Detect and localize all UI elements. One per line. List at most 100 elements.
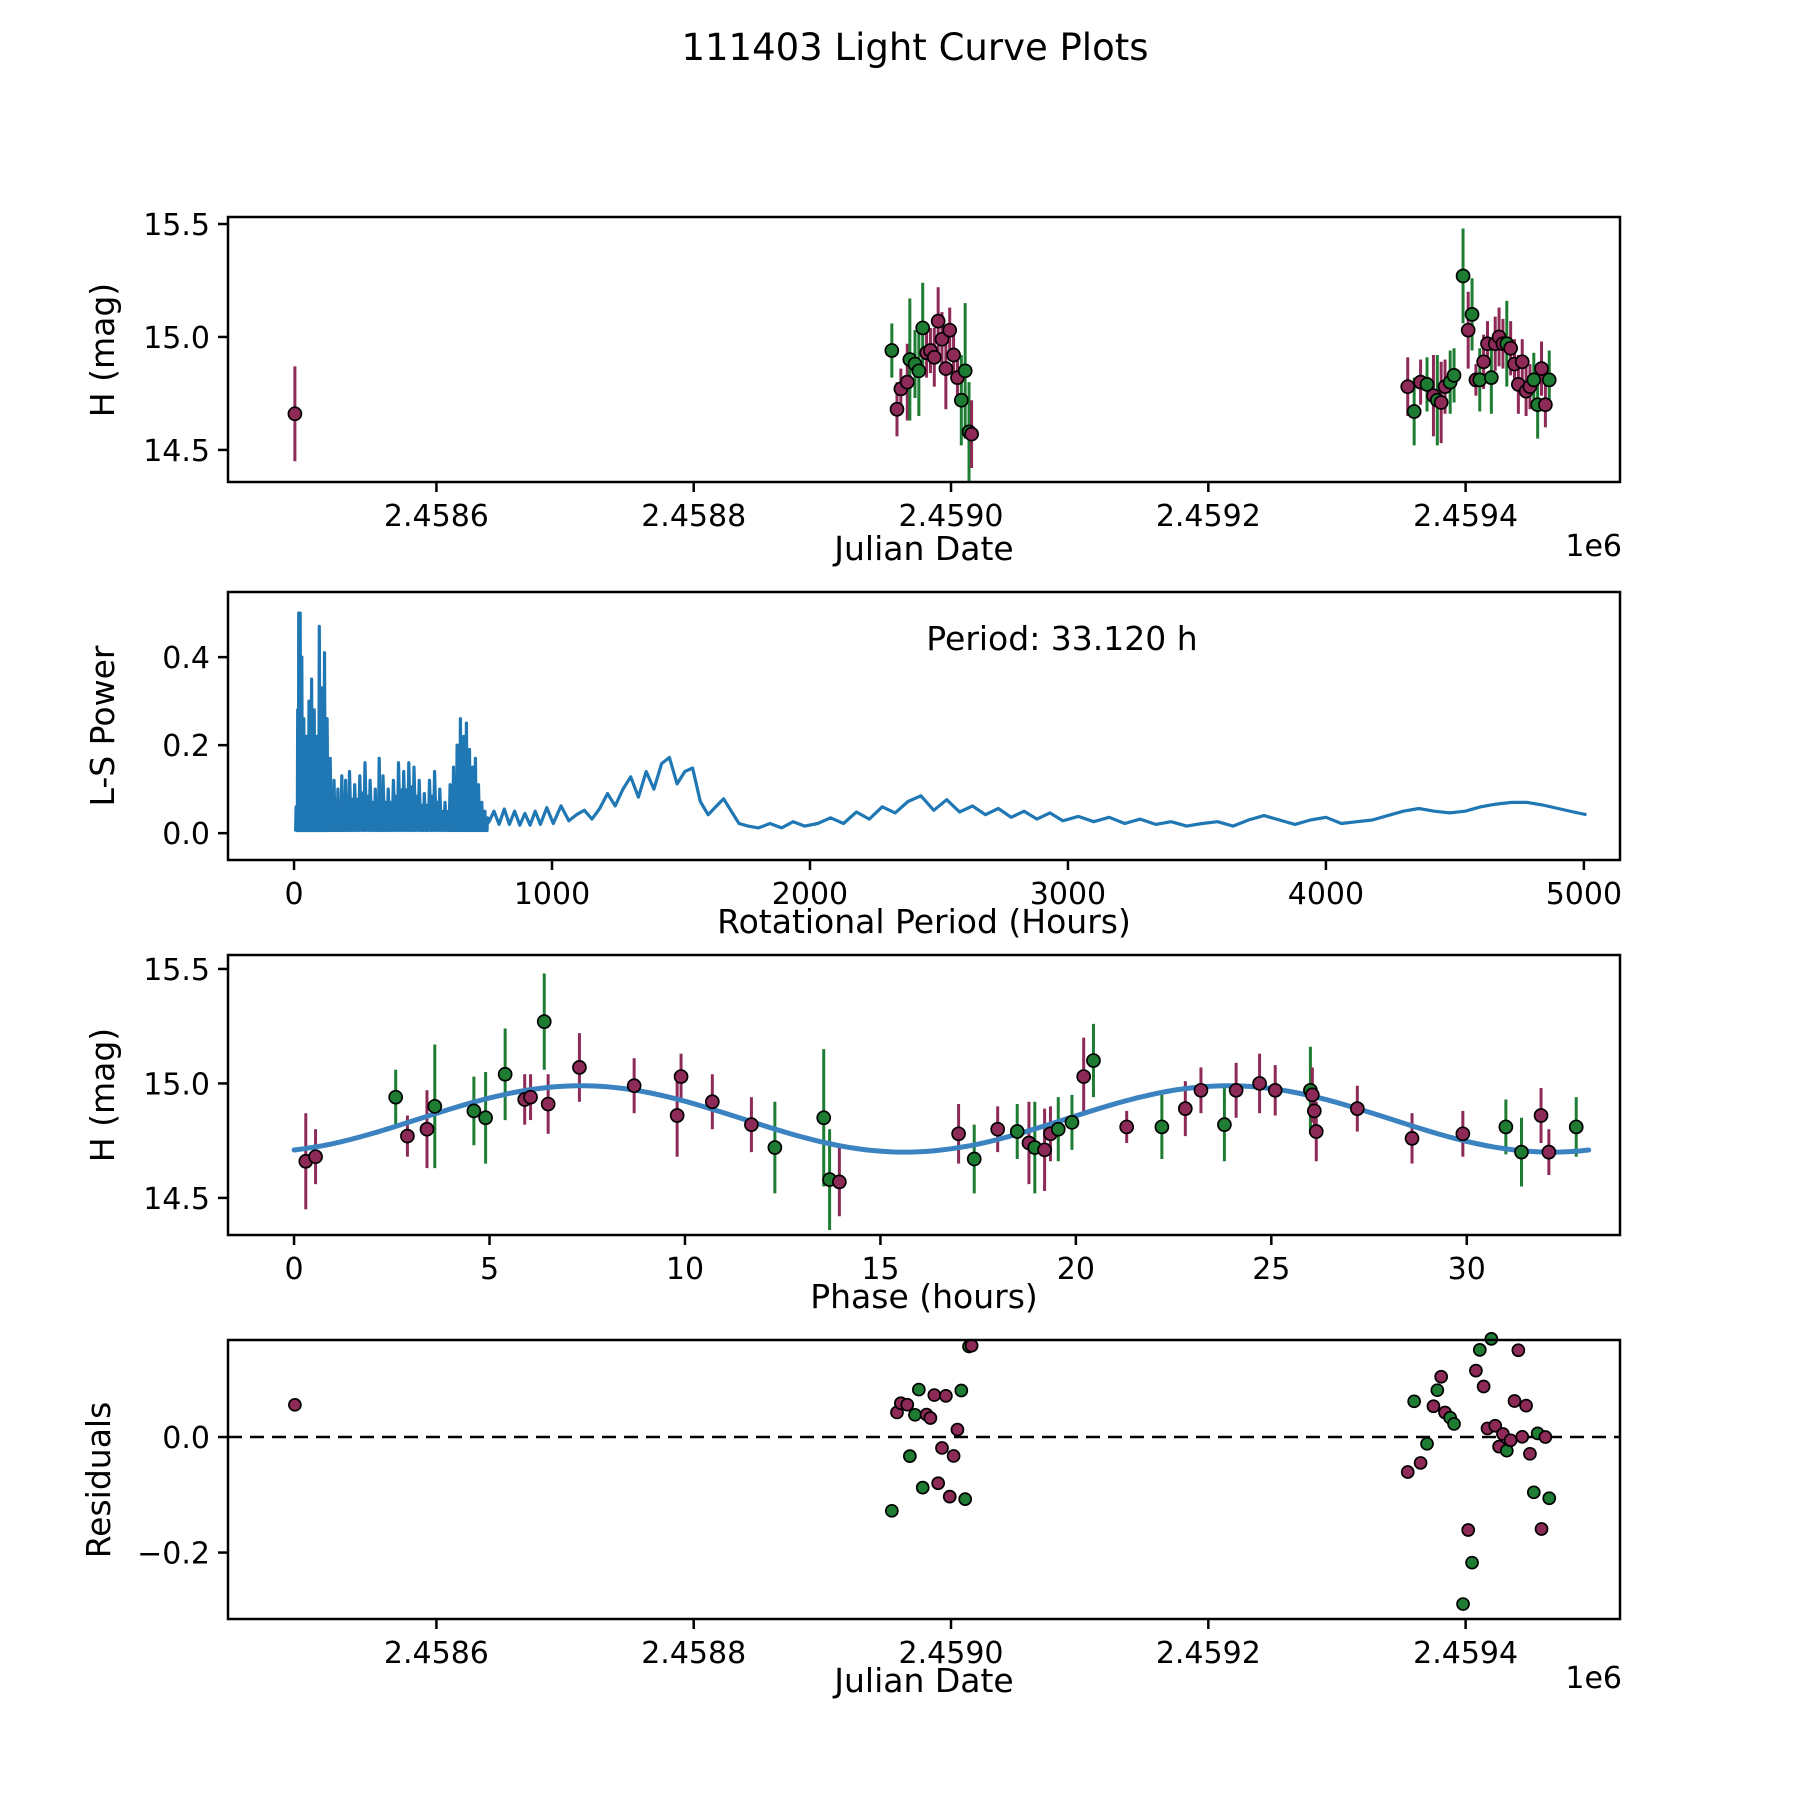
data-point xyxy=(1076,1069,1092,1084)
data-point xyxy=(1400,379,1416,395)
data-point xyxy=(1446,368,1462,383)
data-point xyxy=(1305,1087,1320,1103)
data-point xyxy=(1404,1131,1420,1146)
data-point xyxy=(899,374,915,390)
data-point xyxy=(1538,397,1553,413)
y-tick-label: 0.4 xyxy=(162,641,210,676)
data-point xyxy=(1455,268,1471,284)
x-axis-offset-label: 1e6 xyxy=(1565,529,1622,564)
data-point xyxy=(926,349,942,365)
panel-periodogram-content: 0 1000 2000 3000 4000 5000 0.0 0.2 0.4 xyxy=(162,590,1622,912)
data-point xyxy=(946,347,961,363)
data-point xyxy=(966,1151,982,1167)
residual-point xyxy=(950,1422,965,1437)
residual-point xyxy=(884,1503,899,1518)
data-point xyxy=(540,1096,556,1112)
data-point xyxy=(1177,1101,1193,1116)
plot-border xyxy=(226,953,1622,1237)
x-tick-label: 20 xyxy=(1057,1252,1095,1287)
residual-point xyxy=(954,1383,969,1398)
y-tick-label: 15.0 xyxy=(143,321,210,356)
x-tick-label: 10 xyxy=(666,1252,704,1287)
data-point xyxy=(1064,1115,1080,1130)
residual-point xyxy=(946,1449,961,1463)
data-point xyxy=(497,1066,513,1082)
panel-phase-folded-content: 0 5 10 15 20 25 30 14.5 15.0 15.5 xyxy=(143,953,1622,1287)
data-point xyxy=(1267,1082,1283,1098)
data-point xyxy=(1419,377,1435,392)
data-point xyxy=(1406,404,1422,419)
plot-border xyxy=(226,215,1622,484)
data-point xyxy=(1526,372,1542,388)
data-point xyxy=(1464,307,1480,322)
data-point xyxy=(400,1128,415,1144)
residual-point xyxy=(927,1388,942,1402)
residual-point xyxy=(1538,1430,1553,1444)
data-point xyxy=(889,401,905,417)
data-point xyxy=(1154,1119,1170,1135)
x-tick-label: 3000 xyxy=(1030,877,1106,912)
residual-point xyxy=(923,1411,938,1425)
y-axis-label-ls-power: L-S Power xyxy=(83,645,122,806)
panel-periodogram: 0 1000 2000 3000 4000 5000 0.0 0.2 0.4 L-S Power… xyxy=(83,590,1622,941)
panel-residuals: 2.4586 2.4588 2.4590 2.4592 2.4594 0.0 −0.2 Re… xyxy=(79,1332,1622,1700)
x-tick-label: 4000 xyxy=(1288,877,1364,912)
data-point xyxy=(1460,322,1476,338)
data-point xyxy=(572,1060,587,1075)
y-axis-label-h-mag-phase: H (mag) xyxy=(83,1028,122,1162)
data-point xyxy=(990,1121,1006,1137)
residual-point xyxy=(1434,1369,1449,1384)
x-tick-label: 2.4586 xyxy=(384,1636,489,1671)
residual-point xyxy=(964,1338,979,1353)
data-point xyxy=(832,1174,847,1190)
y-tick-label: 14.5 xyxy=(143,1182,210,1217)
x-tick-label: 2.4592 xyxy=(1156,1636,1261,1671)
residual-point xyxy=(912,1382,926,1397)
data-point xyxy=(942,322,958,338)
data-point xyxy=(1086,1053,1101,1068)
data-point xyxy=(1252,1076,1267,1091)
data-point xyxy=(704,1094,720,1110)
data-point xyxy=(930,313,946,329)
data-point xyxy=(1050,1121,1066,1137)
data-point xyxy=(1498,1119,1514,1135)
y-tick-label: 0.0 xyxy=(162,817,210,852)
data-point xyxy=(1503,340,1518,356)
data-point xyxy=(626,1078,642,1094)
residual-point xyxy=(1461,1523,1476,1537)
residual-point xyxy=(1511,1343,1526,1358)
residual-point xyxy=(1523,1446,1537,1461)
residual-point xyxy=(931,1476,946,1491)
x-axis-label-phase-hours: Phase (hours) xyxy=(810,1277,1038,1316)
data-point xyxy=(536,1014,552,1029)
data-point xyxy=(915,320,931,336)
data-point xyxy=(911,363,927,379)
y-tick-label: 0.0 xyxy=(162,1421,210,1456)
y-tick-label: 15.5 xyxy=(143,953,210,988)
y-tick-label: 15.0 xyxy=(143,1067,210,1102)
data-point xyxy=(419,1121,435,1137)
panel-residuals-content: 2.4586 2.4588 2.4590 2.4592 2.4594 0.0 −0.2 xyxy=(137,1332,1622,1671)
panel-lightcurve-jd-content: 2.4586 2.4588 2.4590 2.4592 2.4594 14.5 15.0 15… xyxy=(143,208,1622,534)
y-axis-label-h-mag: H (mag) xyxy=(83,283,122,417)
data-point xyxy=(1541,372,1557,388)
data-point xyxy=(287,406,303,422)
residual-point xyxy=(1472,1343,1487,1357)
residual-point xyxy=(1507,1394,1522,1408)
data-point xyxy=(1306,1103,1322,1119)
data-point xyxy=(1433,395,1449,410)
residual-point xyxy=(958,1492,973,1507)
y-tick-label: −0.2 xyxy=(137,1537,210,1572)
x-tick-label: 2.4592 xyxy=(1156,499,1261,534)
residual-point xyxy=(1465,1555,1479,1570)
data-point xyxy=(1533,1108,1549,1123)
residual-point xyxy=(288,1397,302,1412)
data-point xyxy=(816,1110,832,1126)
data-point xyxy=(1514,354,1530,370)
data-point xyxy=(466,1103,482,1119)
residual-point xyxy=(1426,1399,1441,1414)
x-tick-label: 15 xyxy=(861,1252,899,1287)
residual-point xyxy=(1488,1418,1503,1433)
data-point xyxy=(673,1069,689,1084)
data-point xyxy=(1228,1082,1244,1098)
